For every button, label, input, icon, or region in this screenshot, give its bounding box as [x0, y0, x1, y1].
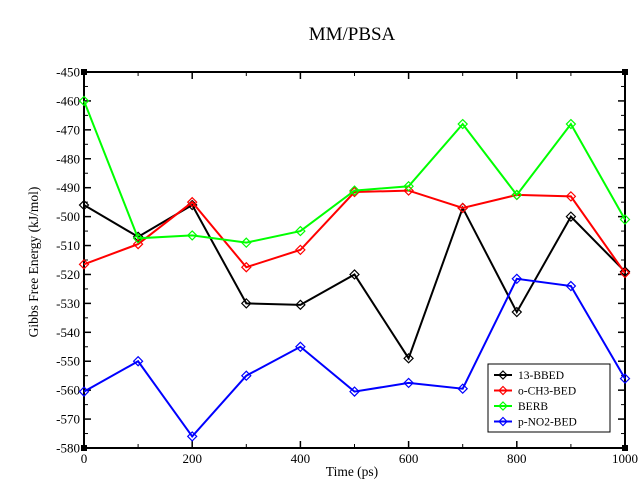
x-tick-label: 1000 [612, 451, 638, 466]
y-tick-label: -470 [56, 122, 80, 137]
data-point-berb [457, 118, 469, 130]
y-tick-label: -560 [56, 383, 80, 398]
x-tick-label: 600 [399, 451, 419, 466]
series-line-o-ch3-bed [83, 189, 626, 274]
data-point-p-no2-bed [186, 431, 198, 442]
y-tick-label: -530 [56, 296, 80, 311]
data-point-p-no2-bed [565, 280, 577, 292]
series-line-berb [83, 100, 626, 244]
data-point-p-no2-bed [457, 383, 469, 395]
data-point-p-no2-bed [511, 273, 523, 285]
series-line-p-no2-bed [83, 277, 626, 439]
legend-marker-berb [498, 401, 508, 411]
data-point-o-ch3-bed [565, 191, 577, 202]
y-tick-label: -500 [56, 209, 80, 224]
y-axis-label: Gibbs Free Energy (kJ/mol) [26, 187, 41, 338]
data-point-o-ch3-bed [240, 261, 252, 273]
x-tick-label: 800 [507, 451, 527, 466]
y-tick-label: -490 [56, 180, 80, 195]
y-tick-label: -480 [56, 151, 80, 166]
data-point-o-ch3-bed [78, 258, 90, 270]
data-point-o-ch3-bed [457, 202, 469, 214]
data-point-berb [295, 225, 306, 237]
y-tick-label: -520 [56, 267, 80, 282]
data-point-13-bbed [403, 352, 414, 364]
legend-label-berb: BERB [518, 401, 548, 413]
chart-title: MM/PBSA [309, 24, 396, 45]
data-point-13-bbed [78, 199, 90, 211]
legend: 13-BBED o-CH3-BED BERB p-NO2-BED [487, 363, 611, 433]
x-tick-label: 0 [81, 451, 88, 466]
x-axis-label: Time (ps) [326, 464, 378, 479]
data-point-p-no2-bed [132, 355, 144, 367]
data-point-p-no2-bed [240, 370, 252, 382]
data-point-p-no2-bed [78, 386, 90, 397]
data-point-p-no2-bed [295, 341, 306, 353]
data-point-o-ch3-bed [619, 267, 631, 279]
data-point-berb [349, 185, 360, 196]
data-point-berb [619, 214, 631, 225]
y-tick-label: -460 [56, 93, 80, 108]
y-tick-label: -570 [56, 412, 80, 427]
x-tick-label: 200 [182, 451, 202, 466]
data-point-o-ch3-bed [132, 238, 144, 250]
data-point-p-no2-bed [619, 373, 631, 384]
y-tick-label: -510 [56, 238, 80, 253]
y-tick-label: -580 [56, 441, 80, 456]
data-point-13-bbed [565, 211, 577, 222]
data-point-p-no2-bed [349, 386, 360, 397]
legend-marker-p-no2-bed [498, 416, 508, 427]
y-tick-label: -540 [56, 325, 80, 340]
y-tick-label: -550 [56, 354, 80, 369]
legend-marker-13-bbed [498, 370, 508, 380]
data-point-o-ch3-bed [186, 196, 198, 208]
data-point-berb [511, 189, 523, 201]
data-point-13-bbed [240, 298, 252, 309]
data-point-13-bbed [132, 231, 144, 243]
legend-marker-o-ch3-bed [498, 385, 508, 396]
plot-area: -450 -460 -470 -480 -490 -500 -510 -520 -530 -540… [56, 65, 638, 467]
legend-label-13-bbed: 13-BBED [518, 370, 564, 382]
y-tick-label: -450 [56, 65, 80, 80]
data-point-13-bbed [295, 299, 306, 311]
data-point-berb [78, 95, 90, 107]
x-tick-label: 400 [291, 451, 311, 466]
data-point-13-bbed [349, 269, 360, 280]
data-point-berb [240, 237, 252, 248]
data-point-berb [186, 230, 198, 241]
data-point-p-no2-bed [403, 377, 414, 389]
data-point-13-bbed [511, 306, 523, 318]
data-point-berb [565, 118, 577, 130]
data-point-o-ch3-bed [403, 185, 414, 196]
data-point-berb [403, 180, 414, 192]
data-point-o-ch3-bed [295, 244, 306, 256]
legend-label-o-ch3-bed: o-CH3-BED [518, 386, 576, 398]
legend-label-p-no2-bed: p-NO2-BED [518, 417, 577, 429]
data-point-berb [132, 232, 144, 244]
